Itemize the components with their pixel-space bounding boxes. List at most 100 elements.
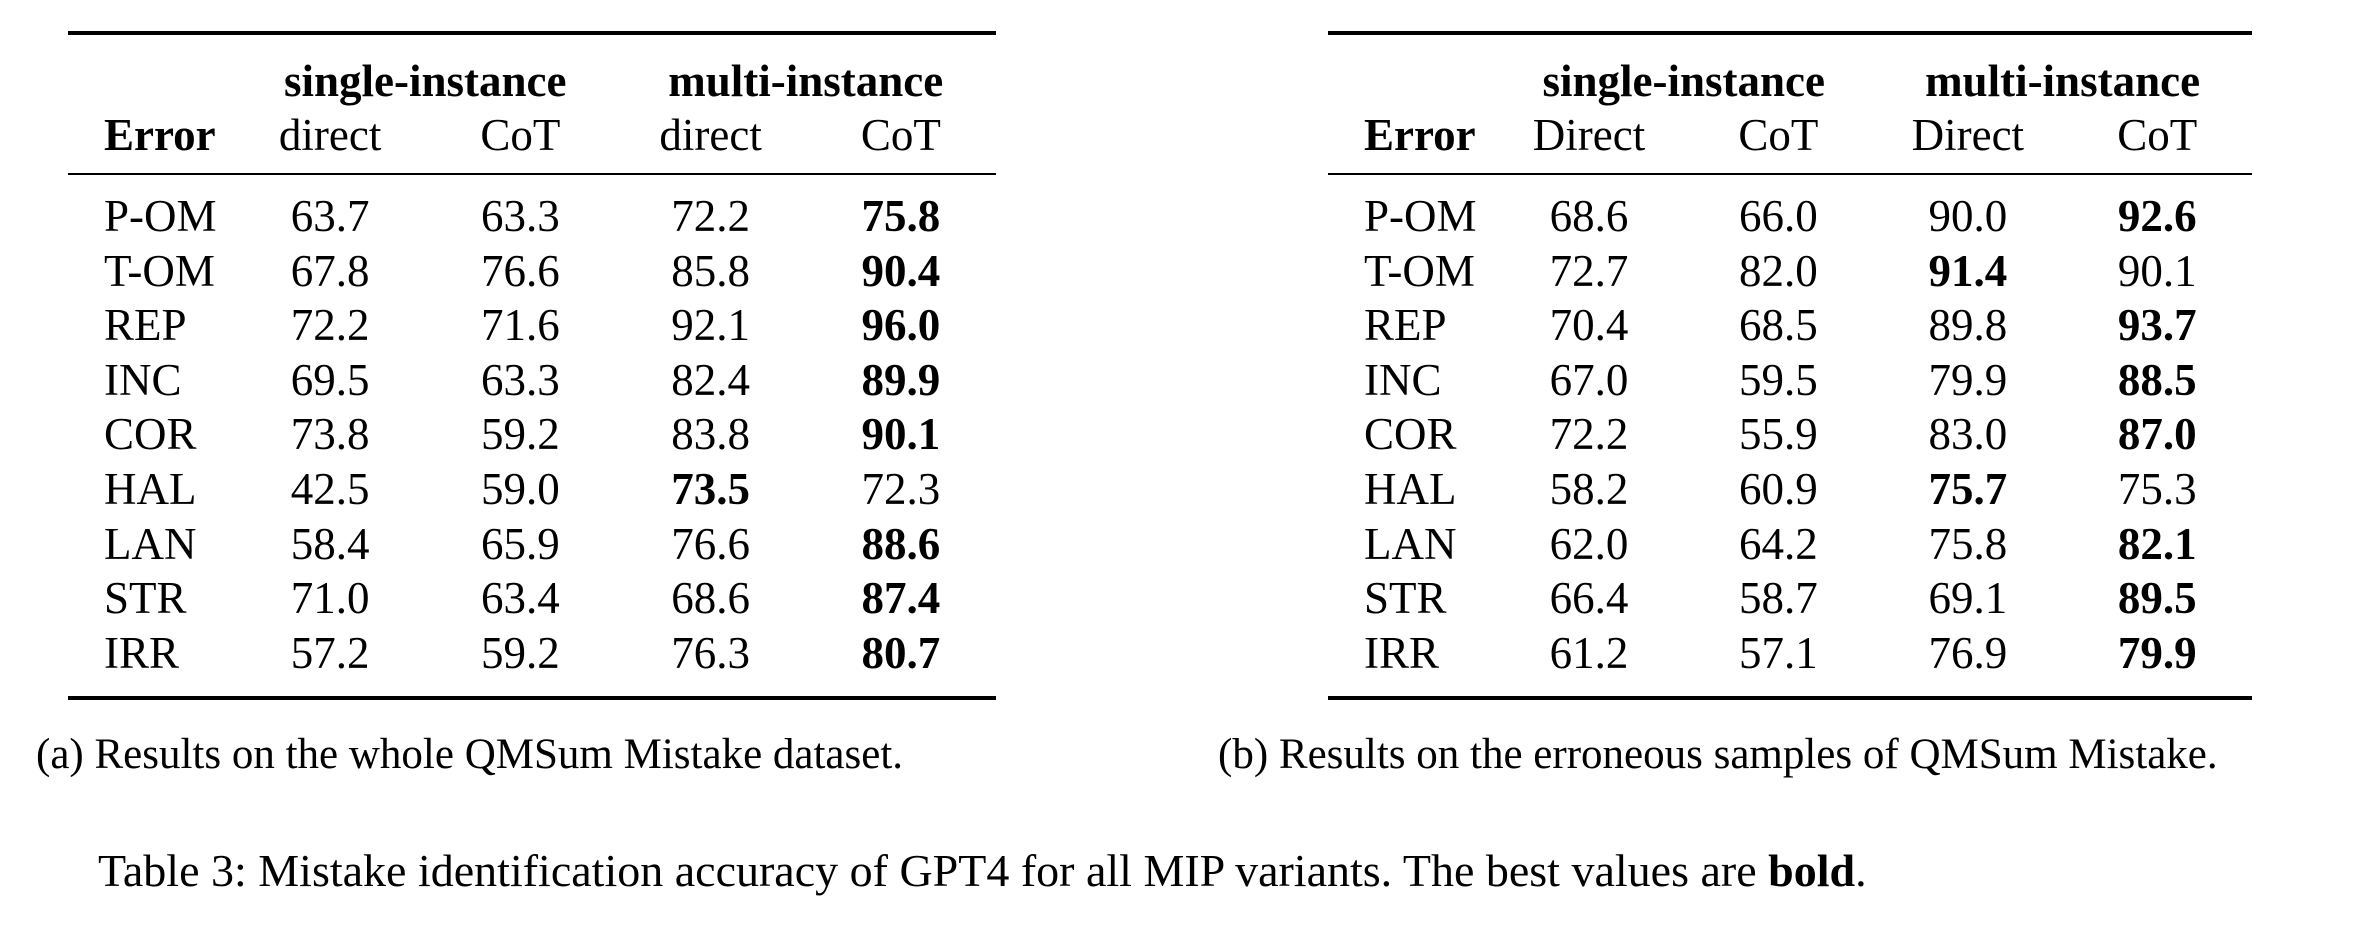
value-cell: 62.0: [1549, 518, 1629, 569]
value-cell: 58.2: [1549, 463, 1629, 514]
table-row: IRR 61.2 57.1 76.9 79.9: [1328, 626, 2252, 681]
table-row: REP 70.4 68.5 89.8 93.7: [1328, 298, 2252, 353]
top-rule: [1328, 31, 2252, 35]
subcaption-b: (b) Results on the erroneous samples of …: [1218, 731, 2218, 778]
best-value-cell: 89.9: [861, 354, 941, 405]
value-cell: 63.3: [481, 191, 560, 241]
table-row: LAN 58.4 65.9 76.6 88.6: [68, 517, 996, 572]
group-header-row: single-instance multi-instance: [68, 53, 996, 109]
value-cell: 69.5: [290, 354, 370, 405]
error-type-cell: T-OM: [1364, 245, 1475, 296]
subtable-b: single-instance multi-instance Error Dir…: [1328, 31, 2252, 701]
best-value-cell: 80.7: [861, 627, 941, 678]
table-row: COR 72.2 55.9 83.0 87.0: [1328, 407, 2252, 462]
group-header-multi: multi-instance: [1925, 56, 2201, 106]
table-row: T-OM 72.7 82.0 91.4 90.1: [1328, 244, 2252, 299]
column-header-row: Error Direct CoT Direct CoT: [1328, 109, 2252, 161]
value-cell: 57.2: [290, 627, 370, 678]
error-type-cell: LAN: [104, 518, 197, 569]
error-type-cell: COR: [1364, 409, 1457, 460]
table-row: P-OM 63.7 63.3 72.2 75.8: [68, 189, 996, 244]
table-row: COR 73.8 59.2 83.8 90.1: [68, 407, 996, 462]
value-cell: 72.2: [1549, 409, 1629, 460]
error-type-cell: REP: [1364, 300, 1447, 351]
column-header-row: Error direct CoT direct CoT: [68, 109, 996, 161]
column-header: CoT: [2117, 110, 2198, 160]
results-body-a: P-OM 63.7 63.3 72.2 75.8 T-OM 67.8 76.6 85.8 90.4…: [68, 189, 996, 680]
error-type-cell: P-OM: [1364, 191, 1477, 241]
value-cell: 90.0: [1928, 191, 2008, 241]
value-cell: 71.6: [481, 300, 560, 351]
best-value-cell: 75.8: [861, 191, 941, 241]
caption-bold-word: bold: [1768, 845, 1856, 896]
value-cell: 67.8: [290, 245, 370, 296]
value-cell: 42.5: [290, 463, 370, 514]
value-cell: 59.0: [481, 463, 560, 514]
error-type-cell: LAN: [1364, 518, 1457, 569]
best-value-cell: 87.0: [2117, 409, 2197, 460]
best-value-cell: 73.5: [671, 463, 750, 514]
value-cell: 61.2: [1549, 627, 1629, 678]
value-cell: 59.2: [481, 627, 560, 678]
group-header-multi: multi-instance: [668, 56, 944, 106]
error-type-cell: IRR: [104, 627, 180, 678]
value-cell: 68.6: [1549, 191, 1629, 241]
error-type-cell: T-OM: [104, 245, 215, 296]
value-cell: 71.0: [290, 573, 370, 624]
error-column-header: Error: [1364, 110, 1476, 160]
value-cell: 83.0: [1928, 409, 2008, 460]
column-header: direct: [659, 110, 762, 160]
table-row: P-OM 68.6 66.0 90.0 92.6: [1328, 189, 2252, 244]
value-cell: 83.8: [671, 409, 750, 460]
value-cell: 63.3: [481, 354, 560, 405]
value-cell: 92.1: [671, 300, 750, 351]
table-row: STR 71.0 63.4 68.6 87.4: [68, 571, 996, 626]
error-type-cell: P-OM: [104, 191, 217, 241]
subcaption-a: (a) Results on the whole QMSum Mistake d…: [36, 731, 904, 778]
column-header: CoT: [860, 110, 941, 160]
best-value-cell: 96.0: [861, 300, 941, 351]
value-cell: 72.7: [1549, 245, 1629, 296]
mid-rule: [1328, 173, 2252, 175]
bottom-rule: [1328, 696, 2252, 701]
best-value-cell: 93.7: [2117, 300, 2197, 351]
results-body-b: P-OM 68.6 66.0 90.0 92.6 T-OM 72.7 82.0 91.4 90.1…: [1328, 189, 2252, 680]
value-cell: 82.0: [1739, 245, 1818, 296]
error-type-cell: STR: [104, 573, 187, 624]
value-cell: 76.6: [481, 245, 560, 296]
best-value-cell: 90.1: [861, 409, 941, 460]
error-type-cell: INC: [104, 354, 182, 405]
table-caption: Table 3: Mistake identification accuracy…: [98, 842, 1867, 900]
best-value-cell: 91.4: [1928, 245, 2008, 296]
value-cell: 59.2: [481, 409, 560, 460]
value-cell: 72.2: [290, 300, 370, 351]
error-type-cell: STR: [1364, 573, 1447, 624]
caption-period: .: [1855, 845, 1867, 896]
value-cell: 66.0: [1739, 191, 1818, 241]
value-cell: 73.8: [290, 409, 370, 460]
value-cell: 76.3: [671, 627, 750, 678]
caption-text: Table 3: Mistake identification accuracy…: [98, 845, 1769, 896]
value-cell: 70.4: [1549, 300, 1629, 351]
value-cell: 72.3: [861, 463, 941, 514]
best-value-cell: 90.4: [861, 245, 941, 296]
subtable-a: single-instance multi-instance Error dir…: [68, 31, 996, 701]
value-cell: 75.8: [1928, 518, 2008, 569]
column-header: Direct: [1532, 110, 1646, 160]
value-cell: 60.9: [1739, 463, 1818, 514]
error-type-cell: REP: [104, 300, 187, 351]
value-cell: 67.0: [1549, 354, 1629, 405]
best-value-cell: 79.9: [2117, 627, 2197, 678]
error-type-cell: HAL: [104, 463, 197, 514]
best-value-cell: 82.1: [2117, 518, 2197, 569]
table-row: INC 69.5 63.3 82.4 89.9: [68, 353, 996, 408]
error-type-cell: INC: [1364, 354, 1442, 405]
value-cell: 76.6: [671, 518, 750, 569]
error-column-header: Error: [104, 110, 216, 160]
value-cell: 76.9: [1928, 627, 2008, 678]
value-cell: 89.8: [1928, 300, 2008, 351]
table-row: INC 67.0 59.5 79.9 88.5: [1328, 353, 2252, 408]
value-cell: 79.9: [1928, 354, 2008, 405]
best-value-cell: 88.5: [2117, 354, 2197, 405]
value-cell: 65.9: [481, 518, 560, 569]
